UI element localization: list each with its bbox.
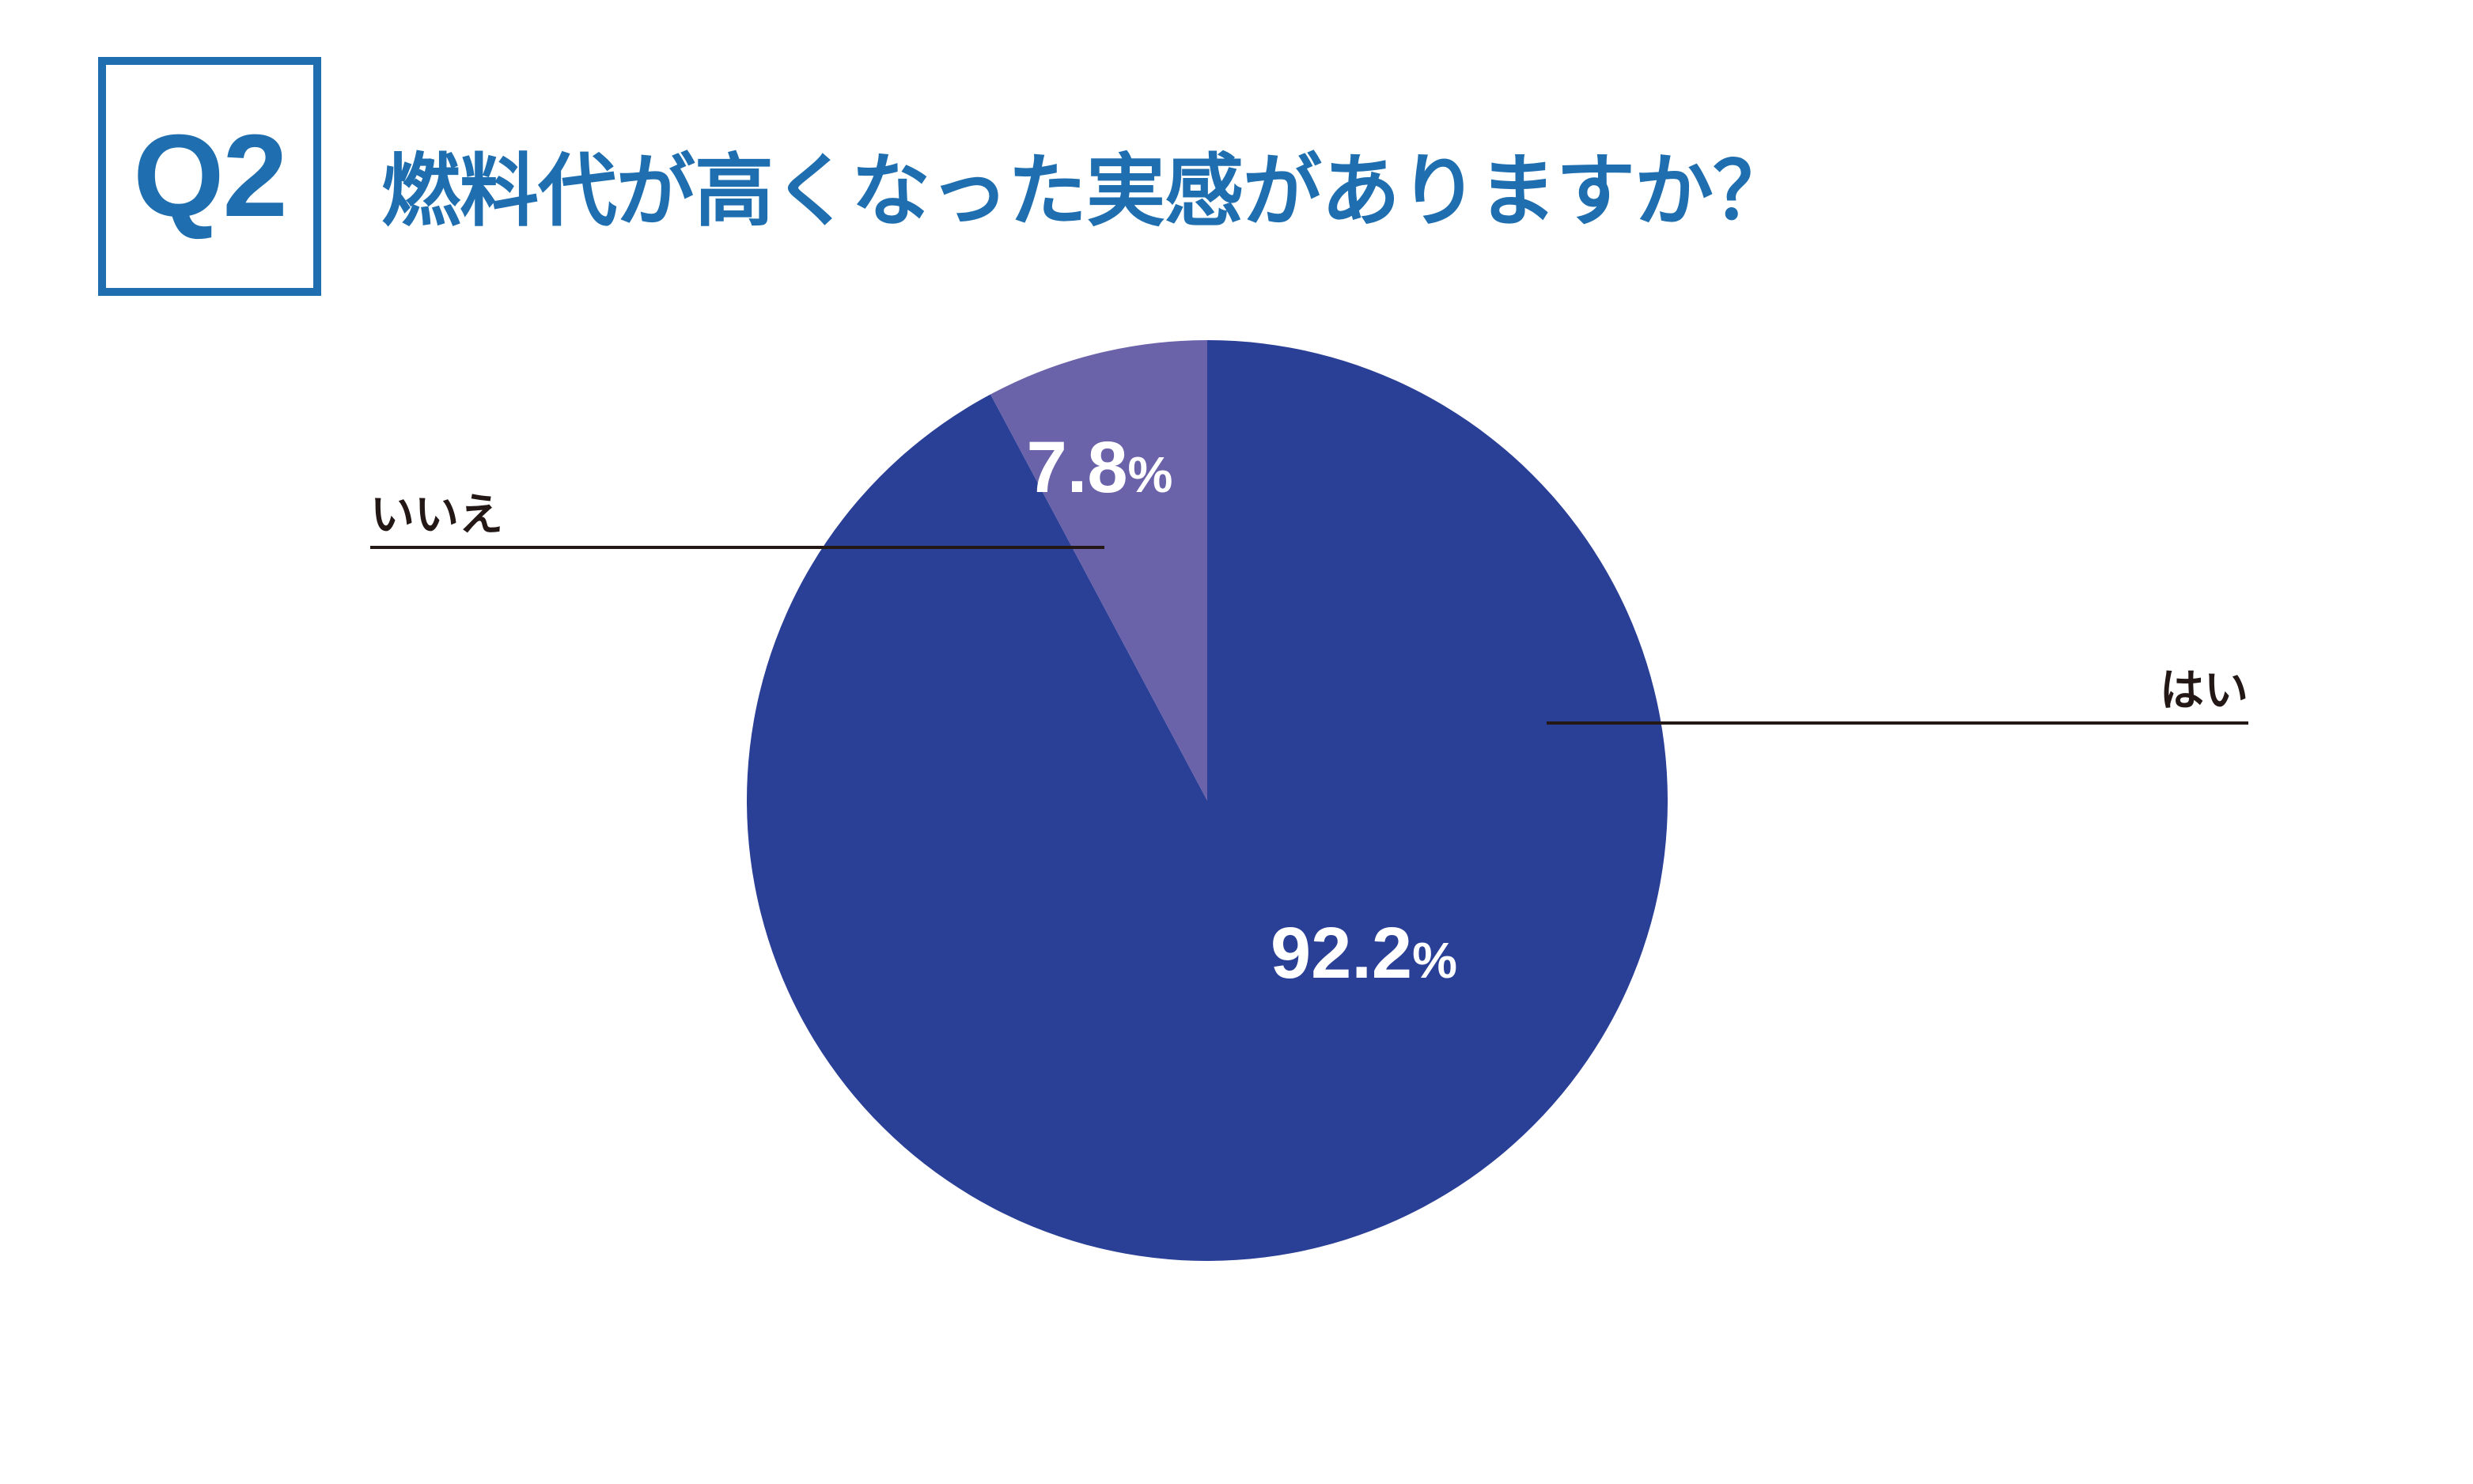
- pie-slice-1: [990, 340, 1207, 801]
- slice-value-label-1: 7.8%: [1027, 427, 1173, 508]
- question-number: Q2: [133, 111, 287, 241]
- leader-lines: [370, 546, 2248, 725]
- category-label-1: いいえ: [370, 490, 503, 541]
- pie-slices: [746, 340, 1668, 1261]
- slice-value-label-0: 92.2%: [1271, 913, 1457, 994]
- pie-labels: 92.2% 7.8% はい いいえ: [370, 427, 2248, 994]
- question-number-box: Q2: [98, 57, 321, 296]
- page-title: 燃料代が高くなった実感がありますか？: [381, 145, 1792, 237]
- category-label-0: はい: [2160, 665, 2248, 717]
